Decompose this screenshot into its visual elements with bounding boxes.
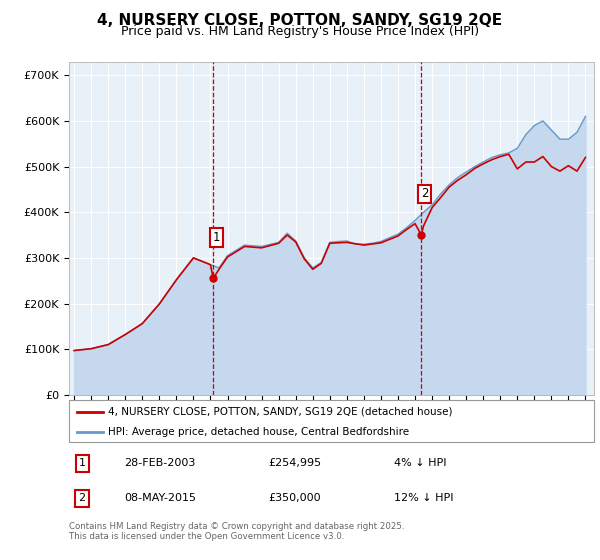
Text: Price paid vs. HM Land Registry's House Price Index (HPI): Price paid vs. HM Land Registry's House … (121, 25, 479, 38)
Text: 08-MAY-2015: 08-MAY-2015 (124, 493, 196, 503)
Text: Contains HM Land Registry data © Crown copyright and database right 2025.
This d: Contains HM Land Registry data © Crown c… (69, 522, 404, 542)
Text: 4, NURSERY CLOSE, POTTON, SANDY, SG19 2QE: 4, NURSERY CLOSE, POTTON, SANDY, SG19 2Q… (97, 13, 503, 29)
Text: £254,995: £254,995 (269, 459, 322, 468)
Text: 4, NURSERY CLOSE, POTTON, SANDY, SG19 2QE (detached house): 4, NURSERY CLOSE, POTTON, SANDY, SG19 2Q… (109, 407, 453, 417)
Text: £350,000: £350,000 (269, 493, 321, 503)
Text: 2: 2 (421, 188, 428, 200)
Text: 12% ↓ HPI: 12% ↓ HPI (395, 493, 454, 503)
Text: 1: 1 (79, 459, 86, 468)
Text: 4% ↓ HPI: 4% ↓ HPI (395, 459, 447, 468)
Text: 2: 2 (79, 493, 86, 503)
Text: 1: 1 (213, 231, 220, 244)
Text: 28-FEB-2003: 28-FEB-2003 (124, 459, 196, 468)
Text: HPI: Average price, detached house, Central Bedfordshire: HPI: Average price, detached house, Cent… (109, 427, 409, 437)
